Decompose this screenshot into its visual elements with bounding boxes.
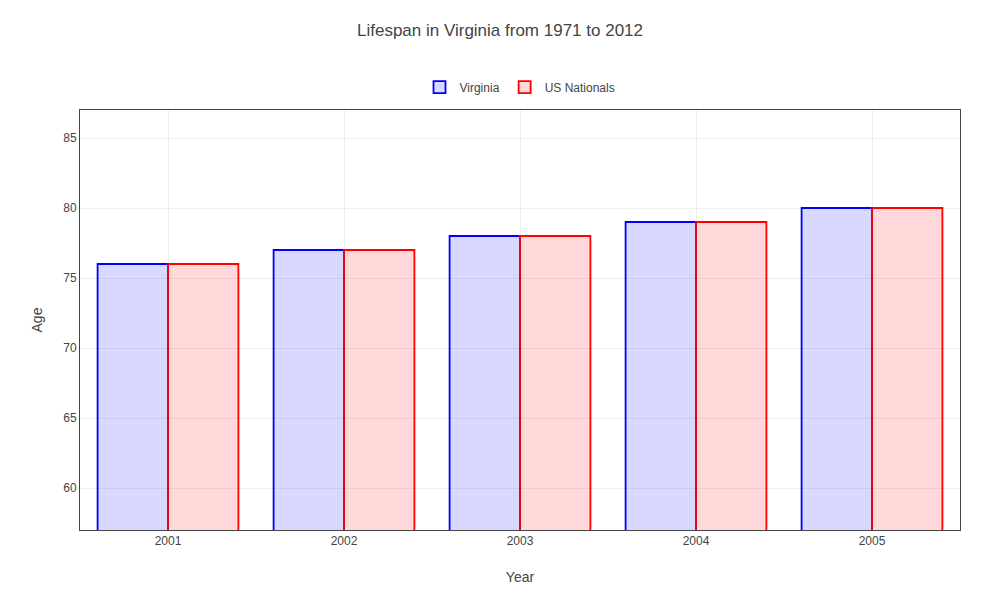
svg-text:Virginia: Virginia [460,81,500,95]
svg-text:2001: 2001 [155,534,182,548]
svg-text:Lifespan in Virginia from 1971: Lifespan in Virginia from 1971 to 2012 [357,21,643,40]
svg-text:US Nationals: US Nationals [545,81,615,95]
svg-text:Age: Age [29,307,45,332]
svg-text:2004: 2004 [683,534,710,548]
svg-text:70: 70 [63,341,77,355]
svg-text:85: 85 [63,131,77,145]
svg-text:2003: 2003 [507,534,534,548]
svg-text:2005: 2005 [859,534,886,548]
svg-text:2002: 2002 [331,534,358,548]
svg-text:80: 80 [63,201,77,215]
svg-text:75: 75 [63,271,77,285]
svg-text:60: 60 [63,481,77,495]
svg-text:65: 65 [63,411,77,425]
svg-text:Year: Year [506,569,535,585]
